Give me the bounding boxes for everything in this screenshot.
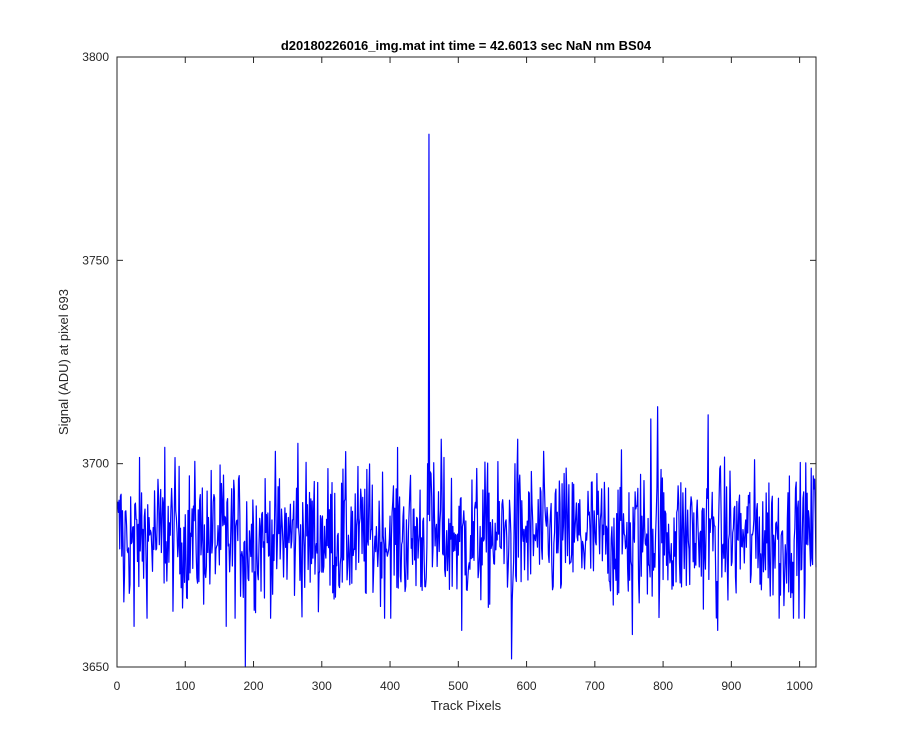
y-tick-label: 3750 [82, 253, 109, 267]
signal-series-line [117, 133, 817, 668]
x-tick-label: 500 [448, 679, 468, 693]
x-tick-label: 300 [312, 679, 332, 693]
x-tick-label: 600 [517, 679, 537, 693]
x-axis-ticks: 0 100 200 300 400 500 600 700 800 900 1000 [114, 57, 813, 693]
x-tick-label: 900 [721, 679, 741, 693]
y-axis-ticks: 3650 3700 3750 3800 [82, 50, 816, 674]
y-tick-label: 3650 [82, 660, 109, 674]
x-tick-label: 200 [244, 679, 264, 693]
x-tick-label: 100 [175, 679, 195, 693]
x-tick-label: 1000 [786, 679, 813, 693]
series-layer [117, 133, 817, 668]
x-axis-label: Track Pixels [431, 698, 502, 713]
y-axis-label: Signal (ADU) at pixel 693 [56, 289, 71, 435]
y-tick-label: 3700 [82, 457, 109, 471]
chart-title: d20180226016_img.mat int time = 42.6013 … [281, 38, 652, 53]
x-tick-label: 0 [114, 679, 121, 693]
x-tick-label: 700 [585, 679, 605, 693]
x-tick-label: 800 [653, 679, 673, 693]
y-tick-label: 3800 [82, 50, 109, 64]
x-tick-label: 400 [380, 679, 400, 693]
axes-box [116, 56, 817, 668]
